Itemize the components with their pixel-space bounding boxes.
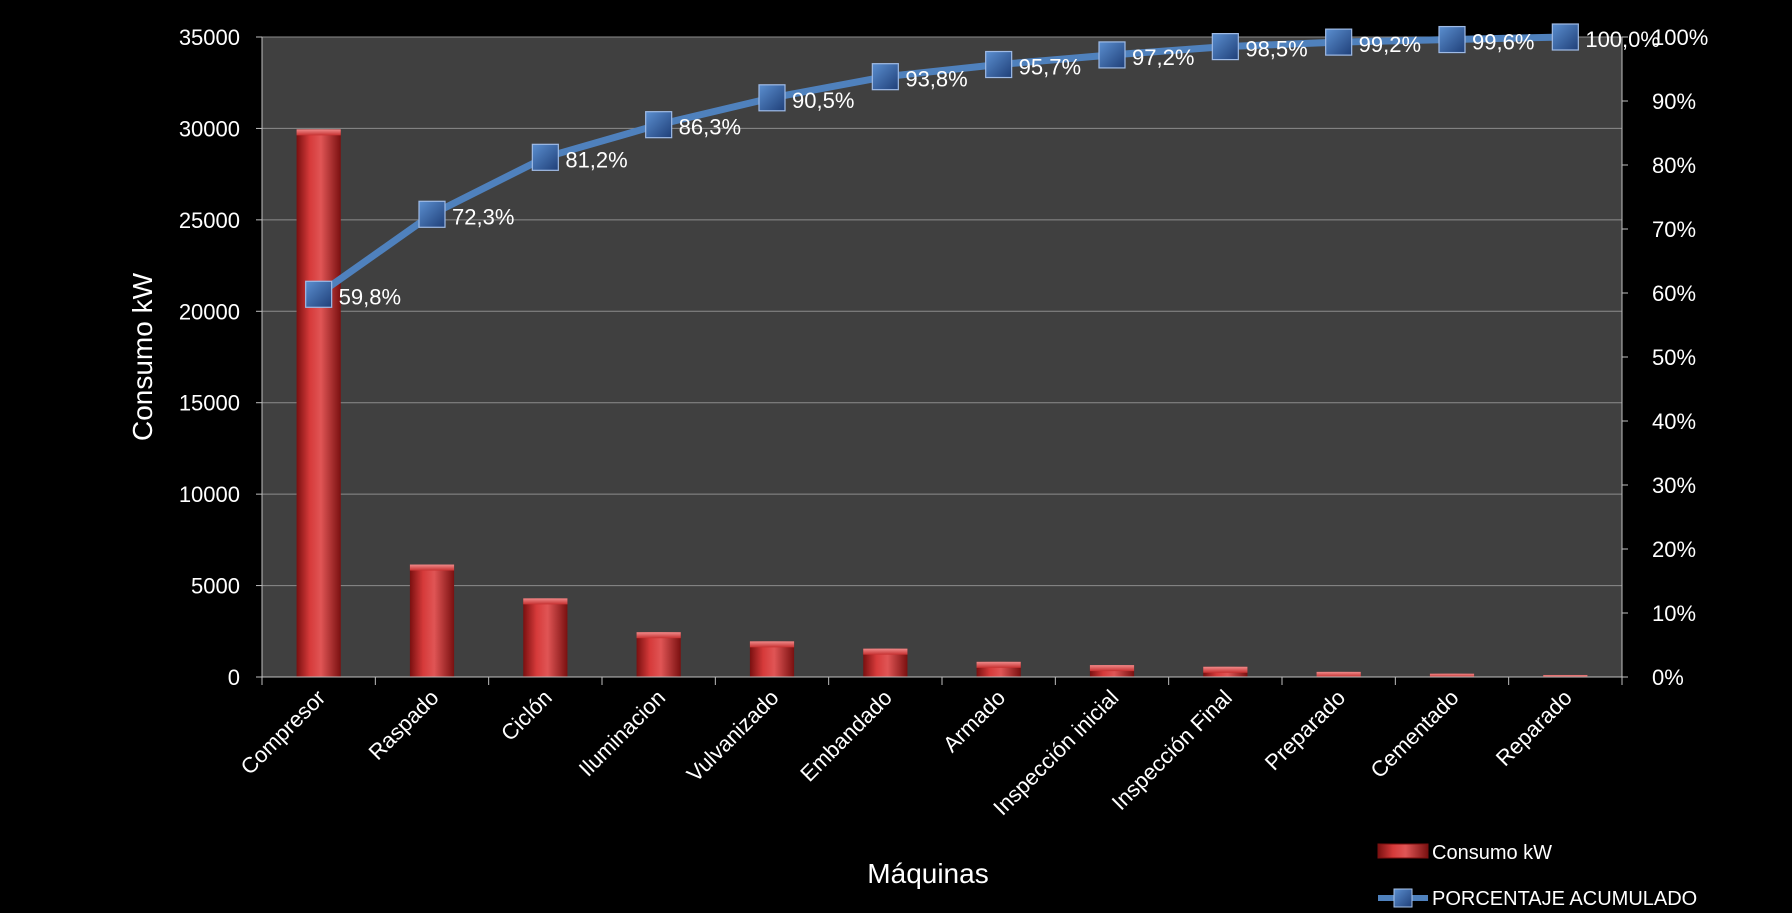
line-marker bbox=[1211, 32, 1239, 61]
data-label: 97,2% bbox=[1132, 45, 1194, 70]
line-series bbox=[305, 23, 1579, 308]
axes bbox=[256, 36, 1628, 685]
cumulative-line bbox=[316, 33, 1566, 298]
x-tick-label: Raspado bbox=[364, 685, 444, 765]
line-marker bbox=[871, 63, 899, 91]
y2-tick-label: 80% bbox=[1652, 153, 1696, 178]
data-label: 90,5% bbox=[792, 88, 854, 113]
data-label: 72,3% bbox=[452, 204, 514, 229]
y-tick-label: 35000 bbox=[179, 25, 240, 50]
x-tick-label: Cementado bbox=[1365, 685, 1463, 783]
x-tick-label: Iluminacion bbox=[574, 685, 670, 781]
legend-item-line: PORCENTAJE ACUMULADO bbox=[1378, 888, 1697, 910]
line-marker bbox=[418, 200, 446, 228]
y2-tick-label: 40% bbox=[1652, 409, 1696, 434]
line-marker bbox=[1098, 41, 1126, 69]
bar-cap bbox=[636, 632, 681, 639]
y-axis-title: Consumo kW bbox=[127, 272, 158, 441]
line-marker bbox=[305, 280, 333, 308]
line-marker bbox=[531, 143, 559, 171]
data-label: 59,8% bbox=[339, 284, 401, 309]
bar bbox=[523, 598, 568, 677]
data-label: 98,5% bbox=[1245, 37, 1307, 62]
data-label: 99,6% bbox=[1472, 30, 1534, 55]
line-marker bbox=[1551, 23, 1579, 51]
bar-cap bbox=[749, 641, 795, 648]
y2-tick-label: 10% bbox=[1652, 601, 1696, 626]
y2-tick-label: 50% bbox=[1652, 345, 1696, 370]
data-label: 81,2% bbox=[565, 147, 627, 172]
x-tick-label: Vulvanizado bbox=[682, 685, 784, 787]
y2-tick-label: 90% bbox=[1652, 89, 1696, 114]
y-tick-label: 20000 bbox=[179, 299, 240, 324]
y2-tick-label: 70% bbox=[1652, 217, 1696, 242]
bar-cap bbox=[863, 648, 908, 655]
legend: Consumo kW PORCENTAJE ACUMULADO bbox=[1377, 842, 1697, 910]
bar-cap bbox=[296, 129, 341, 136]
bar-cap bbox=[1203, 666, 1248, 673]
line-marker bbox=[645, 111, 673, 139]
data-label: 86,3% bbox=[679, 115, 741, 140]
x-tick-label: Reparado bbox=[1491, 685, 1577, 771]
bar-cap bbox=[976, 661, 1021, 668]
data-label: 100,0% bbox=[1585, 27, 1660, 52]
legend-marker-line bbox=[1393, 888, 1413, 908]
y2-tick-label: 20% bbox=[1652, 537, 1696, 562]
legend-label-bars: Consumo kW bbox=[1432, 842, 1552, 864]
x-tick-label: Embandado bbox=[795, 685, 897, 787]
y-tick-label: 15000 bbox=[179, 391, 240, 416]
data-label: 93,8% bbox=[905, 67, 967, 92]
plot-area bbox=[262, 37, 1622, 677]
bar-cap bbox=[1429, 673, 1475, 677]
legend-swatch-bars bbox=[1377, 843, 1429, 859]
line-marker bbox=[1438, 25, 1466, 54]
x-tick-label: Preparado bbox=[1260, 685, 1350, 775]
bar bbox=[409, 564, 455, 677]
x-tick-label: Armado bbox=[938, 685, 1010, 757]
data-labels: 59,8% 72,3% 81,2% 86,3% 90,5% 93,8% 95,7% 97,2%… bbox=[339, 27, 1660, 309]
y-tick-label: 25000 bbox=[179, 208, 240, 233]
bar-cap bbox=[409, 564, 455, 571]
data-label: 95,7% bbox=[1019, 55, 1081, 80]
x-tick-label: Inspección inicial bbox=[988, 685, 1123, 820]
bar-cap bbox=[1316, 671, 1361, 677]
bar bbox=[296, 129, 341, 678]
y-tick-label: 10000 bbox=[179, 482, 240, 507]
y-tick-label: 5000 bbox=[191, 574, 240, 599]
y-tick-label: 30000 bbox=[179, 116, 240, 141]
gridlines bbox=[262, 36, 1622, 587]
x-tick-label: Ciclón bbox=[496, 685, 557, 746]
line-marker bbox=[985, 50, 1013, 79]
x-tick-label: Compresor bbox=[236, 685, 331, 780]
legend-label-line: PORCENTAJE ACUMULADO bbox=[1432, 888, 1697, 910]
legend-item-bars: Consumo kW bbox=[1377, 842, 1552, 864]
line-marker bbox=[758, 84, 786, 112]
y2-tick-label: 0% bbox=[1652, 665, 1684, 690]
y2-tick-label: 100% bbox=[1652, 25, 1708, 50]
bar-cap bbox=[523, 598, 568, 605]
x-axis-title: Máquinas bbox=[867, 858, 988, 889]
y2-tick-label: 60% bbox=[1652, 281, 1696, 306]
bar-cap bbox=[1089, 665, 1135, 672]
y-tick-label: 0 bbox=[228, 665, 240, 690]
line-marker bbox=[1325, 28, 1353, 56]
data-label: 99,2% bbox=[1359, 32, 1421, 57]
y2-tick-label: 30% bbox=[1652, 473, 1696, 498]
bar-cap bbox=[1543, 674, 1588, 677]
bar-series bbox=[296, 129, 1588, 678]
x-tick-label: Inspección Final bbox=[1107, 685, 1237, 815]
bar bbox=[636, 632, 681, 677]
